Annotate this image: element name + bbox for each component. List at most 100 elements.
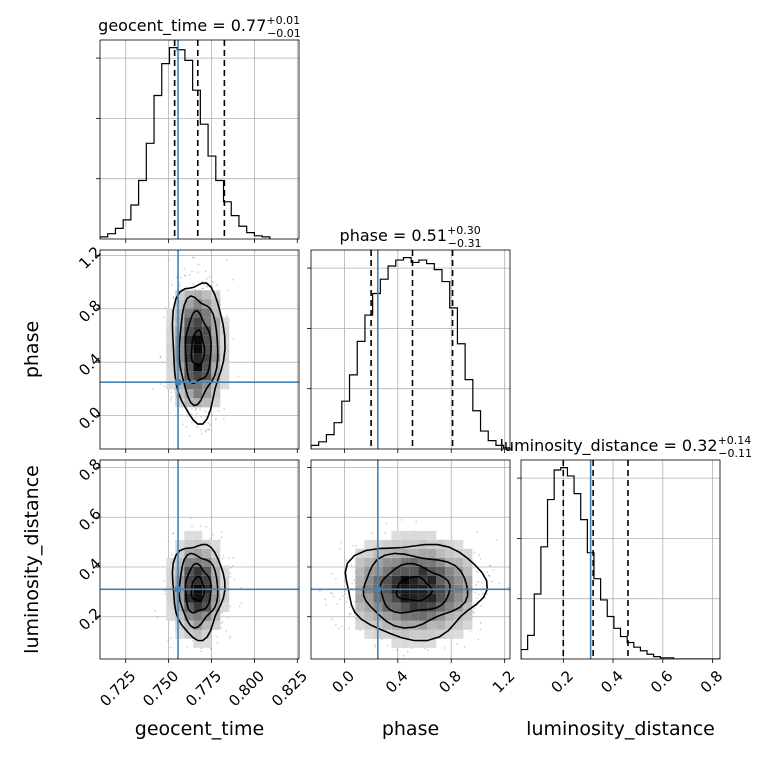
sample-point [171, 553, 174, 556]
sample-point [200, 429, 203, 431]
density-cell [220, 362, 230, 372]
density-cell [211, 335, 221, 345]
density-cell [220, 602, 230, 612]
density-cell [418, 629, 428, 639]
density-cell [418, 602, 428, 612]
sample-point [152, 388, 154, 390]
density-cell [400, 602, 410, 612]
density-cell [382, 629, 392, 639]
hist-panel-phase [311, 250, 510, 449]
sample-point [183, 267, 186, 270]
density-cell [202, 353, 212, 363]
sample-point [331, 592, 334, 595]
density-cell [463, 548, 473, 558]
density-cell [202, 317, 212, 327]
y-axis-label-phase: phase [21, 321, 43, 378]
sample-point [386, 644, 389, 647]
density-cell [391, 593, 401, 603]
sample-point [220, 536, 223, 539]
sample-point [179, 285, 182, 287]
sample-point [199, 408, 201, 410]
sample-point [167, 540, 170, 543]
sample-point [209, 537, 212, 540]
density-cell [454, 539, 464, 549]
sample-point [225, 629, 228, 632]
density-cell [364, 575, 374, 585]
density-cell [445, 575, 455, 585]
sample-point [345, 600, 348, 603]
x-tick-label-luminosity_distance: 0.8 [697, 667, 727, 697]
sample-point [335, 602, 338, 605]
density-cell [211, 398, 221, 408]
sample-point [221, 557, 224, 560]
sample-point [469, 630, 472, 633]
sample-point [197, 271, 200, 274]
density-cell [193, 620, 203, 630]
sample-point [352, 544, 355, 547]
sample-point [324, 598, 327, 600]
sample-point [344, 593, 347, 595]
density-cell [193, 362, 203, 372]
sample-point [222, 418, 225, 421]
density-cell [184, 389, 194, 399]
density-cell [211, 575, 221, 585]
sample-point [498, 582, 501, 585]
truth-marker [175, 379, 182, 386]
density-cell [202, 638, 212, 648]
density-cell [184, 335, 194, 345]
sample-point [355, 544, 358, 547]
sample-point [226, 315, 229, 317]
sample-point [472, 610, 474, 613]
density-cell [193, 398, 203, 408]
sample-point [169, 646, 172, 649]
sample-point [492, 569, 495, 571]
sample-point [481, 592, 484, 595]
sample-point [208, 275, 211, 278]
sample-point [233, 578, 236, 581]
sample-point [191, 270, 193, 273]
panel-title-luminosity_distance: luminosity_distance = 0.32+0.14 −0.11 [499, 434, 752, 460]
sample-point [335, 577, 337, 580]
density-cell [364, 620, 374, 630]
sample-point [205, 525, 208, 528]
density-cell [364, 602, 374, 612]
density-cell [202, 308, 212, 318]
density-cell [166, 575, 176, 585]
x-tick-label-luminosity_distance: 0.4 [597, 667, 627, 697]
sample-point [223, 408, 226, 411]
sample-point [197, 263, 200, 266]
density-cell [184, 353, 194, 363]
density-cell [175, 326, 185, 336]
density-cell [175, 539, 185, 549]
density-cell [175, 371, 185, 381]
panel-title-geocent_time: geocent_time = 0.77+0.01 −0.01 [98, 14, 301, 40]
density-cell [391, 539, 401, 549]
density-cell [202, 548, 212, 558]
sample-point [490, 580, 493, 583]
density-panel-geocent_time-phase [100, 250, 299, 449]
sample-point [240, 602, 243, 604]
title-minus: −0.11 [718, 447, 752, 460]
sample-point [154, 610, 156, 612]
density-cell [427, 620, 437, 630]
density-cell [382, 575, 392, 585]
density-cell [436, 548, 446, 558]
density-cell [184, 344, 194, 354]
sample-point [444, 647, 446, 649]
sample-point [473, 607, 476, 609]
density-cell [175, 557, 185, 567]
sample-point [167, 259, 170, 262]
contour-1 [184, 310, 212, 385]
sample-point [191, 525, 194, 528]
density-cell [427, 548, 437, 558]
sample-point [306, 595, 308, 597]
density-cell [211, 362, 221, 372]
sample-point [215, 418, 217, 420]
density-cell [409, 611, 419, 621]
x-tick-label-geocent_time: 0.725 [96, 667, 139, 710]
histogram-phase [311, 257, 510, 449]
density-cell [418, 566, 428, 576]
density-cell [184, 548, 194, 558]
density-cell [445, 548, 455, 558]
density-cell [211, 308, 221, 318]
